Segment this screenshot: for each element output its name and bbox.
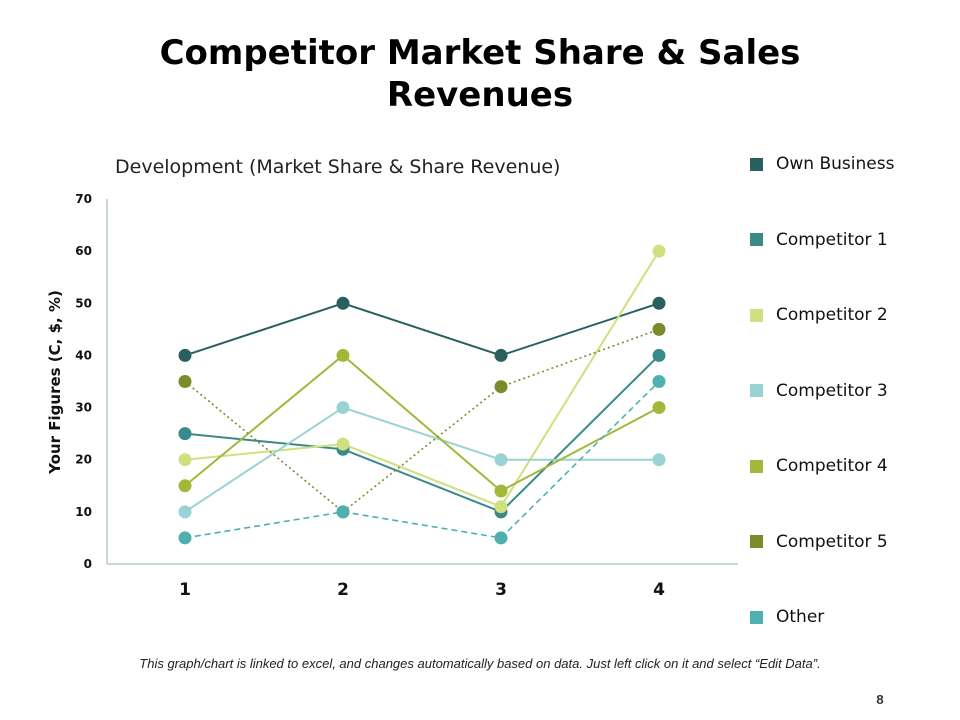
data-point-own-business[interactable]: [178, 348, 192, 362]
series-line-competitor-5[interactable]: [184, 328, 660, 513]
legend-label: Competitor 3: [776, 380, 888, 401]
legend-label: Competitor 2: [776, 305, 888, 325]
series-line-competitor-2[interactable]: [184, 250, 660, 508]
legend-item[interactable]: Competitor 4: [750, 452, 888, 480]
data-point-competitor-4[interactable]: [178, 479, 192, 493]
chart-legend: Own Business Competitor 1 Competitor 2 Comp…: [750, 150, 950, 640]
chart-series-lines: [184, 250, 660, 539]
data-point-competitor-4[interactable]: [652, 401, 666, 415]
x-tick-label: 1: [179, 580, 191, 600]
data-point-competitor-4[interactable]: [494, 484, 508, 498]
data-point-competitor-2[interactable]: [494, 500, 508, 514]
data-point-competitor-5[interactable]: [178, 375, 192, 388]
x-tick-label: 3: [495, 580, 507, 600]
y-tick-label: 30: [75, 401, 92, 415]
legend-label: Own Business: [776, 154, 895, 174]
legend-item[interactable]: Competitor 1: [750, 226, 888, 254]
y-tick-label: 60: [75, 244, 92, 258]
data-point-competitor-5[interactable]: [494, 380, 508, 394]
data-point-competitor-1[interactable]: [652, 348, 666, 362]
legend-label: Competitor 5: [776, 531, 888, 552]
footnote: This graph/chart is linked to excel, and…: [139, 656, 821, 671]
legend-item[interactable]: Other: [750, 603, 824, 631]
data-point-other[interactable]: [178, 531, 192, 545]
series-line-other[interactable]: [184, 380, 660, 539]
series-line-competitor-4[interactable]: [184, 354, 660, 492]
slide-title: Competitor Market Share & Sales Revenues: [80, 32, 880, 116]
data-point-own-business[interactable]: [336, 296, 350, 310]
chart-title: Development (Market Share & Share Revenu…: [115, 156, 561, 178]
y-tick-label: 20: [75, 453, 92, 467]
legend-item[interactable]: Competitor 5: [750, 528, 888, 556]
y-axis-label: Your Figures (C, $, %): [46, 290, 64, 475]
data-point-competitor-3[interactable]: [494, 453, 508, 467]
data-point-own-business[interactable]: [652, 296, 666, 310]
chart-axes: 0 10 20 30 40 50 60 70 1 2 3 4 Your Figures (C, $, %…: [46, 192, 738, 600]
legend-swatch: [750, 610, 763, 624]
data-point-other[interactable]: [494, 531, 508, 545]
y-tick-label: 10: [75, 505, 92, 519]
legend-swatch: [750, 535, 763, 548]
data-point-competitor-2[interactable]: [178, 453, 192, 467]
data-point-competitor-3[interactable]: [336, 401, 350, 415]
page-number: 8: [876, 692, 884, 707]
legend-label: Other: [776, 607, 825, 627]
y-tick-label: 0: [84, 557, 92, 571]
legend-label: Competitor 4: [776, 456, 888, 476]
y-tick-label: 50: [75, 296, 92, 310]
slide-title-line-1: Competitor Market Share & Sales: [159, 33, 801, 73]
slide-title-line-2: Revenues: [386, 75, 574, 115]
y-tick-label: 40: [75, 348, 92, 362]
legend-label: Competitor 1: [776, 229, 888, 250]
x-tick-label: 4: [653, 580, 665, 600]
legend-item[interactable]: Own Business: [750, 150, 894, 178]
data-point-competitor-3[interactable]: [652, 453, 666, 467]
series-line-competitor-1[interactable]: [184, 354, 660, 513]
legend-swatch: [750, 308, 763, 322]
data-point-competitor-2[interactable]: [652, 244, 666, 258]
legend-swatch: [750, 157, 763, 171]
data-point-other[interactable]: [336, 505, 350, 519]
data-point-own-business[interactable]: [494, 348, 508, 362]
data-point-competitor-3[interactable]: [178, 505, 192, 519]
legend-swatch: [750, 459, 763, 473]
data-point-competitor-4[interactable]: [336, 348, 350, 362]
data-point-competitor-1[interactable]: [178, 427, 192, 441]
data-point-competitor-2[interactable]: [336, 437, 350, 451]
y-tick-label: 70: [75, 192, 92, 206]
x-tick-label: 2: [337, 580, 349, 600]
legend-swatch: [750, 233, 763, 246]
series-line-own-business[interactable]: [184, 302, 660, 357]
data-point-competitor-5[interactable]: [652, 322, 666, 336]
chart-data-points: [178, 244, 666, 545]
data-point-other[interactable]: [652, 375, 666, 388]
legend-item[interactable]: Competitor 2: [750, 301, 888, 329]
legend-item[interactable]: Competitor 3: [750, 377, 888, 405]
legend-swatch: [750, 384, 763, 397]
